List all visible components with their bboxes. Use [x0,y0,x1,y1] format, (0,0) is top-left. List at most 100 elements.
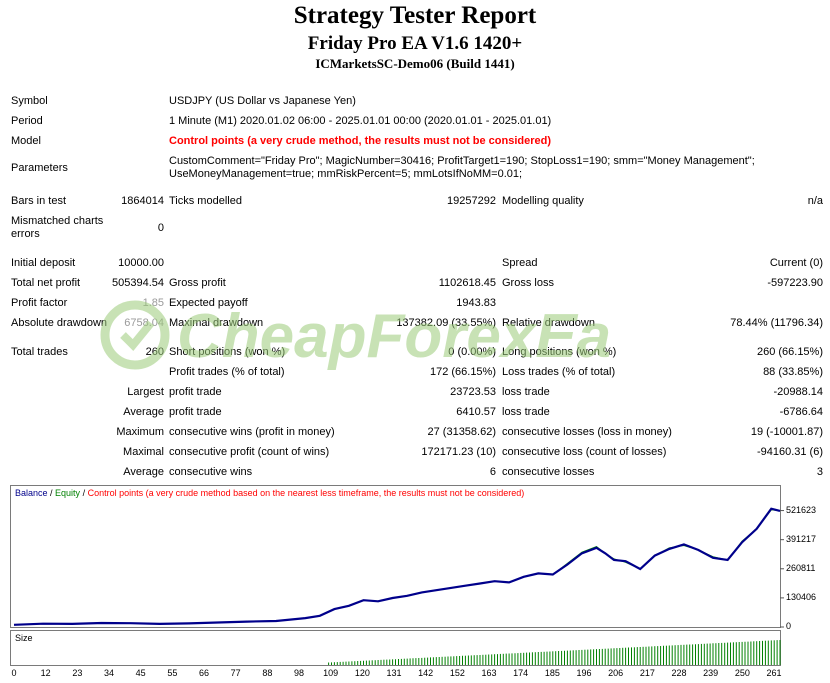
y-tick-label: 130406 [786,591,817,602]
maximal-row: Maximal consecutive profit (count of win… [0,444,830,460]
avg-cons-wins-label: consecutive wins [169,466,253,478]
relative-drawdown-label: Relative drawdown [502,317,595,329]
ticks-value: 19257292 [447,195,496,207]
model-row: Model Control points (a very crude metho… [0,133,830,149]
average-profit-value: 6410.57 [456,406,496,418]
loss-trades-value: 88 (33.85%) [763,366,823,378]
x-tick-label: 206 [608,668,624,678]
x-tick-label: 34 [103,668,115,678]
largest-label: Largest [127,386,164,398]
x-tick-label: 261 [766,668,782,678]
mismatch-value-row: 0 [0,220,830,236]
maximum-row: Maximum consecutive wins (profit in mone… [0,424,830,440]
net-profit-row: Total net profit 505394.54 Gross profit … [0,275,830,291]
initial-deposit-label: Initial deposit [11,257,76,269]
initial-deposit-value: 10000.00 [118,257,164,269]
x-tick-label: 0 [11,668,17,678]
mismatch-label-1: Mismatched charts [11,215,104,227]
bars-row: Bars in test 1864014 Ticks modelled 1925… [0,193,830,209]
maximal-drawdown-label: Maximal drawdown [169,317,264,329]
x-tick-label: 98 [293,668,305,678]
x-tick-label: 142 [418,668,434,678]
profit-trades-row: Profit trades (% of total) 172 (66.15%) … [0,364,830,380]
deposit-row: Initial deposit 10000.00 Spread Current … [0,255,830,271]
mismatch-row1: Mismatched charts [0,213,830,229]
bars-value: 1864014 [121,195,164,207]
legend-sep-2: / [80,488,88,498]
report-title: Strategy Tester Report [293,2,537,29]
max-cons-losses-label: consecutive losses (loss in money) [502,426,672,438]
x-tick-label: 217 [639,668,655,678]
maximal-cons-profit-value: 172171.23 (10) [421,446,496,458]
short-positions-value: 0 (0.00%) [448,346,496,358]
legend-control-points: Control points (a very crude method base… [87,488,525,498]
x-tick-label: 109 [323,668,339,678]
equity-series-line [13,509,781,626]
total-net-profit-value: 505394.54 [112,277,164,289]
profit-trades-label: Profit trades (% of total) [169,366,285,378]
period-value: 1 Minute (M1) 2020.01.02 06:00 - 2025.01… [169,115,552,127]
server-name: ICMarketsSC-Demo06 (Build 1441) [315,56,515,71]
mismatch-value: 0 [157,222,164,234]
symbol-label: Symbol [11,95,48,107]
gross-loss-value: -597223.90 [767,277,823,289]
average-label: Average [123,406,164,418]
model-label: Model [11,135,41,147]
largest-row: Largest profit trade 23723.53 loss trade… [0,384,830,400]
size-label: Size [15,633,33,643]
maximal-cons-profit-label: consecutive profit (count of wins) [169,446,330,458]
quality-label: Modelling quality [502,195,584,207]
x-tick-label: 120 [354,668,370,678]
x-tick-label: 88 [262,668,273,678]
maximal-label: Maximal [123,446,164,458]
parameters-line1-row: CustomComment="Friday Pro"; MagicNumber=… [0,153,830,169]
ticks-label: Ticks modelled [169,195,242,207]
quality-value: n/a [807,195,823,207]
x-tick-label: 12 [40,668,51,678]
x-tick-label: 23 [72,668,83,678]
x-tick-label: 77 [230,668,241,678]
model-value: Control points (a very crude method, the… [169,135,551,147]
parameters-row: Parameters [0,160,830,176]
gross-profit-label: Gross profit [169,277,226,289]
mismatch-row2: errors [0,226,830,242]
y-tick-label: 0 [786,621,792,631]
balance-series-line [13,507,781,626]
long-positions-label: Long positions (won %) [502,346,617,358]
expected-payoff-value: 1943.83 [456,297,496,309]
expected-payoff-label: Expected payoff [169,297,248,309]
avg-cons-label: Average [123,466,164,478]
max-cons-wins-value: 27 (31358.62) [427,426,497,438]
loss-trades-label: Loss trades (% of total) [502,366,616,378]
spread-label: Spread [502,257,538,269]
x-tick-label: 174 [513,668,529,678]
expert-name: Friday Pro EA V1.6 1420+ [307,33,523,54]
parameters-label: Parameters [11,162,68,174]
max-cons-losses-value: 19 (-10001.87) [750,426,823,438]
parameters-line2: UseMoneyManagement=true; mmRiskPercent=5… [169,168,523,180]
max-cons-wins-label: consecutive wins (profit in money) [169,426,335,438]
symbol-row: Symbol USDJPY (US Dollar vs Japanese Yen… [0,93,830,109]
largest-loss-label: loss trade [502,386,550,398]
largest-profit-value: 23723.53 [450,386,496,398]
legend-sep-1: / [47,488,56,498]
avg-cons-wins-value: 6 [489,466,496,478]
total-net-profit-label: Total net profit [11,277,81,289]
maximum-label: Maximum [116,426,164,438]
x-tick-label: 55 [167,668,178,678]
average-row: Average profit trade 6410.57 loss trade … [0,404,830,420]
x-tick-label: 66 [198,668,210,678]
period-row: Period 1 Minute (M1) 2020.01.02 06:00 - … [0,113,830,129]
y-tick-label: 521623 [786,504,817,515]
average-loss-label: loss trade [502,406,550,418]
x-tick-label: 250 [734,668,750,678]
y-tick-label: 391217 [786,533,817,544]
x-tick-label: 45 [135,668,146,678]
largest-loss-value: -20988.14 [773,386,823,398]
average-profit-label: profit trade [169,406,222,418]
legend-balance: Balance [15,488,48,498]
profit-trades-value: 172 (66.15%) [429,366,496,378]
avg-cons-losses-value: 3 [816,466,823,478]
avg-cons-row: Average consecutive wins 6 consecutive l… [0,464,830,480]
